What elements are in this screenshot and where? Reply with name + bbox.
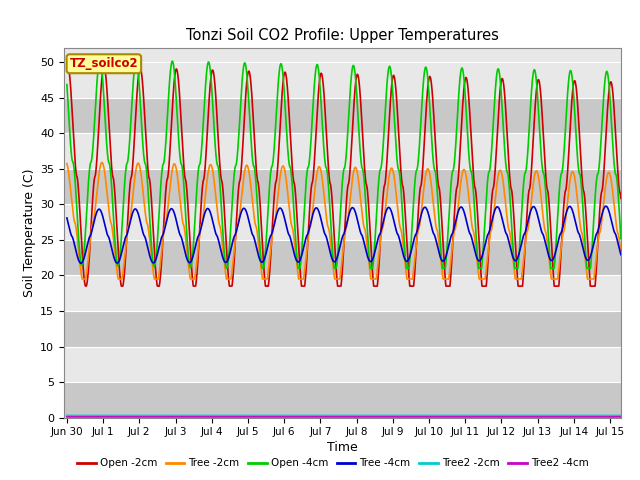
Open -2cm — [538, 104, 545, 110]
Tree -4cm — [228, 241, 236, 247]
Tree2 -2cm — [129, 413, 136, 419]
Open -4cm — [538, 158, 545, 164]
Line: Tree -4cm: Tree -4cm — [67, 206, 628, 263]
Open -2cm — [63, 65, 71, 71]
Tree2 -2cm — [63, 413, 71, 419]
Legend: Open -2cm, Tree -2cm, Open -4cm, Tree -4cm, Tree2 -2cm, Tree2 -4cm: Open -2cm, Tree -2cm, Open -4cm, Tree -4… — [73, 454, 593, 472]
Open -2cm — [82, 283, 90, 289]
Tree2 -4cm — [624, 414, 632, 420]
Open -2cm — [64, 63, 72, 69]
Bar — [64, 276, 621, 311]
Tree2 -2cm — [277, 413, 285, 419]
Open -4cm — [487, 155, 495, 161]
Tree -4cm — [524, 220, 532, 226]
Bar — [64, 48, 621, 98]
Tree2 -4cm — [524, 414, 531, 420]
Open -2cm — [228, 283, 236, 288]
Tree -2cm — [487, 228, 495, 233]
Open -2cm — [624, 283, 632, 289]
Bar — [64, 98, 621, 133]
Open -2cm — [487, 205, 495, 211]
Tree -2cm — [624, 276, 632, 282]
Tree2 -2cm — [228, 413, 236, 419]
Open -2cm — [277, 109, 285, 115]
Open -4cm — [223, 265, 230, 271]
Tree2 -4cm — [538, 414, 545, 420]
Tree2 -4cm — [277, 414, 285, 420]
Line: Tree -2cm: Tree -2cm — [67, 162, 628, 279]
Open -4cm — [129, 85, 137, 91]
Bar — [64, 133, 621, 169]
Line: Open -2cm: Open -2cm — [67, 66, 628, 286]
Tree2 -2cm — [538, 413, 545, 419]
Tree -2cm — [228, 268, 236, 274]
Tree -4cm — [538, 228, 545, 234]
X-axis label: Time: Time — [327, 442, 358, 455]
Tree -4cm — [624, 249, 632, 254]
Tree -2cm — [524, 227, 532, 233]
Text: TZ_soilco2: TZ_soilco2 — [70, 57, 138, 70]
Tree2 -4cm — [129, 414, 136, 420]
Open -2cm — [524, 199, 532, 204]
Tree -2cm — [538, 201, 545, 206]
Tree -2cm — [277, 169, 285, 175]
Bar — [64, 347, 621, 382]
Tree -4cm — [487, 222, 495, 228]
Open -2cm — [129, 160, 137, 166]
Y-axis label: Soil Temperature (C): Soil Temperature (C) — [23, 168, 36, 297]
Tree2 -2cm — [524, 413, 531, 419]
Tree -2cm — [98, 159, 106, 165]
Tree -4cm — [602, 204, 610, 209]
Tree2 -4cm — [63, 414, 71, 420]
Open -4cm — [63, 82, 71, 87]
Open -4cm — [624, 249, 632, 255]
Bar — [64, 240, 621, 276]
Title: Tonzi Soil CO2 Profile: Upper Temperatures: Tonzi Soil CO2 Profile: Upper Temperatur… — [186, 28, 499, 43]
Tree -4cm — [77, 260, 84, 266]
Bar — [64, 311, 621, 347]
Tree2 -4cm — [228, 414, 236, 420]
Open -4cm — [228, 202, 236, 207]
Tree2 -4cm — [487, 414, 495, 420]
Tree2 -2cm — [487, 413, 495, 419]
Bar — [64, 204, 621, 240]
Tree -2cm — [129, 192, 137, 198]
Line: Open -4cm: Open -4cm — [67, 60, 628, 268]
Open -4cm — [96, 57, 104, 62]
Tree -2cm — [63, 161, 71, 167]
Open -4cm — [524, 149, 532, 155]
Tree2 -2cm — [624, 413, 632, 419]
Tree -2cm — [78, 276, 86, 282]
Bar — [64, 382, 621, 418]
Open -4cm — [277, 61, 285, 67]
Tree -4cm — [277, 205, 285, 211]
Tree -4cm — [129, 209, 137, 215]
Tree -4cm — [63, 215, 71, 221]
Bar — [64, 169, 621, 204]
